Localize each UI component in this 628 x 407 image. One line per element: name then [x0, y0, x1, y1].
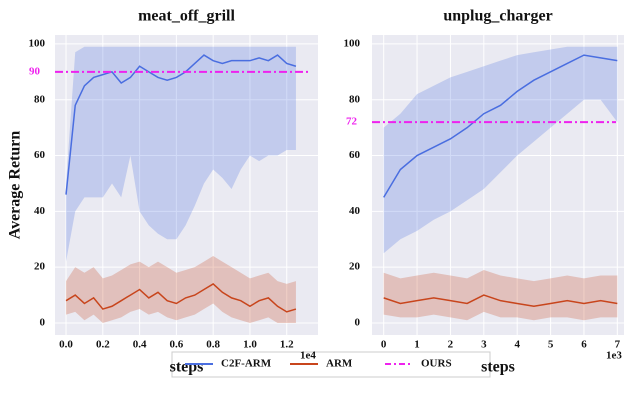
confidence-band [383, 46, 618, 254]
y-tick-label: 40 [34, 205, 46, 217]
x-tick-label: 1.2 [280, 339, 294, 351]
x-tick-label: 4 [514, 339, 520, 351]
series-line [65, 54, 297, 195]
x-tick-label: 5 [548, 339, 554, 351]
confidence-band [66, 256, 296, 323]
y-tick-label: 0 [355, 317, 361, 329]
x-tick-label: 6 [581, 339, 587, 351]
y-tick-label: 80 [34, 93, 46, 105]
y-tick-label: 80 [349, 93, 361, 105]
y-tick-label: 40 [349, 205, 361, 217]
legend [171, 351, 491, 378]
legend-label: ARM [326, 358, 353, 370]
y-tick-label: 20 [34, 261, 46, 273]
x-offset-label: 1e4 [300, 350, 316, 362]
x-tick-label: 1 [414, 339, 420, 351]
legend-label: C2F-ARM [221, 358, 272, 370]
legend-label: OURS [421, 358, 452, 370]
x-tick-label: 0.0 [59, 339, 73, 351]
y-tick-label: 60 [34, 149, 46, 161]
confidence-band [66, 46, 296, 262]
y-tick-label: 20 [349, 261, 361, 273]
x-tick-label: 7 [615, 339, 621, 351]
x-axis-title: steps [170, 359, 204, 376]
x-tick-label: 0.8 [206, 339, 220, 351]
chart-title: unplug_charger [443, 8, 552, 25]
chart-title: meat_off_grill [138, 8, 235, 25]
y-axis-title: Average Return [7, 131, 24, 240]
y-tick-label: 60 [349, 149, 361, 161]
x-tick-label: 0 [381, 339, 387, 351]
x-tick-label: 3 [481, 339, 487, 351]
plot-area [55, 35, 318, 335]
series-line [383, 54, 618, 198]
x-tick-label: 1.0 [243, 339, 257, 351]
reference-label: 90 [29, 65, 41, 77]
y-tick-label: 100 [344, 37, 361, 49]
y-tick-label: 100 [29, 37, 46, 49]
reference-label: 72 [346, 116, 358, 128]
plot-area [372, 35, 624, 335]
x-tick-label: 2 [448, 339, 454, 351]
x-tick-label: 0.6 [170, 339, 184, 351]
series-line [383, 294, 618, 308]
x-axis-title: steps [481, 359, 515, 376]
confidence-band [383, 269, 618, 321]
x-offset-label: 1e3 [606, 350, 622, 362]
y-tick-label: 0 [40, 317, 46, 329]
x-tick-label: 0.4 [133, 339, 147, 351]
x-tick-label: 0.2 [96, 339, 110, 351]
series-line [65, 282, 297, 313]
